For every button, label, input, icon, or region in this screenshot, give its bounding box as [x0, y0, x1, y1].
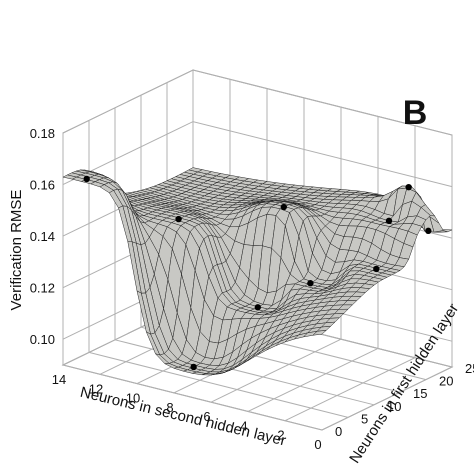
x-tick-label: 12: [89, 381, 103, 396]
x-tick-label: 2: [277, 428, 284, 443]
z-tick-label: 0.12: [30, 281, 55, 296]
gridline: [62, 69, 453, 136]
tick-labels: 0.100.120.140.160.1814121086420051015202…: [30, 126, 474, 452]
data-point: [385, 217, 393, 225]
x-tick-label: 8: [166, 400, 173, 415]
data-point: [280, 203, 287, 211]
data-point: [373, 265, 380, 273]
y-tick-label: 25: [465, 361, 474, 376]
x-tick-label: 0: [314, 437, 321, 452]
data-point: [405, 183, 412, 191]
data-point: [307, 280, 314, 287]
gridline: [247, 347, 379, 412]
gridline: [62, 364, 323, 431]
y-tick-label: 10: [387, 399, 401, 414]
z-tick-label: 0.14: [30, 229, 55, 244]
z-tick-label: 0.16: [30, 178, 55, 193]
data-points: [83, 175, 432, 371]
data-point: [175, 215, 182, 223]
gridline: [321, 366, 453, 431]
gridline: [284, 357, 416, 422]
data-point: [425, 227, 432, 235]
gridline: [210, 338, 342, 403]
y-tick-label: 20: [439, 374, 453, 389]
data-point: [254, 304, 261, 311]
y-tick-label: 0: [335, 424, 342, 439]
panel-label: B: [403, 94, 428, 132]
z-axis-label: Verification RMSE: [8, 190, 25, 311]
data-point: [190, 363, 197, 371]
z-tick-label: 0.18: [30, 126, 55, 141]
y-tick-label: 5: [361, 411, 368, 426]
gridline: [88, 351, 349, 418]
y-tick-label: 15: [413, 386, 427, 401]
gridline: [62, 121, 453, 188]
x-tick-label: 14: [52, 372, 66, 387]
surface-cell: [312, 329, 328, 336]
data-point: [83, 175, 90, 183]
z-tick-label: 0.10: [30, 332, 55, 347]
x-tick-label: 6: [203, 409, 210, 424]
x-tick-label: 4: [240, 418, 247, 433]
x-tick-label: 10: [126, 391, 140, 406]
